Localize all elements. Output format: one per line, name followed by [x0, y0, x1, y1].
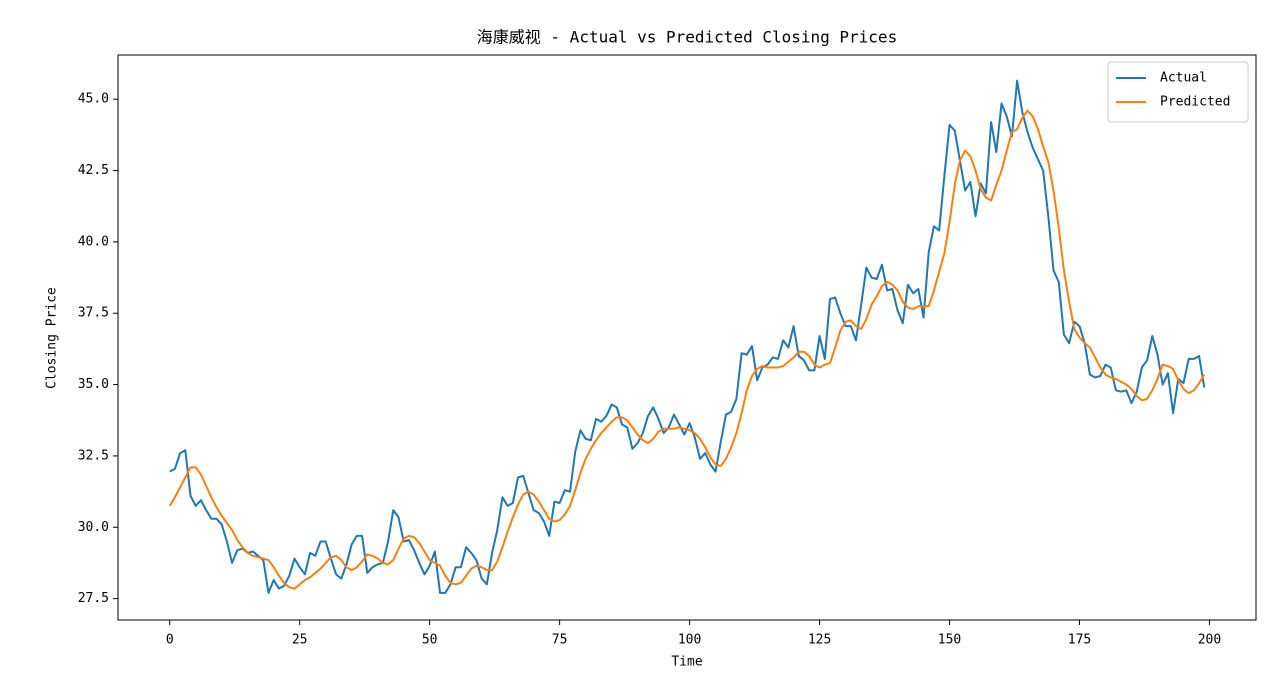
x-tick-label: 200: [1198, 633, 1221, 648]
y-tick-label: 32.5: [78, 448, 109, 463]
x-tick-label: 175: [1068, 633, 1091, 648]
y-tick-label: 42.5: [78, 163, 109, 178]
x-tick-label: 25: [292, 633, 308, 648]
x-tick-label: 150: [938, 633, 961, 648]
x-tick-label: 50: [422, 633, 438, 648]
y-tick-label: 45.0: [78, 92, 109, 107]
y-axis-label: Closing Price: [45, 287, 60, 389]
series-line: [168, 109, 1206, 590]
y-tick-label: 30.0: [78, 520, 109, 535]
legend-label: Actual: [1160, 71, 1207, 86]
y-tick-label: 37.5: [78, 306, 109, 321]
plot-frame: [117, 54, 1257, 621]
series-line: [169, 79, 1206, 594]
y-tick-label: 27.5: [78, 591, 109, 606]
y-tick-label: 40.0: [78, 234, 109, 249]
x-tick-label: 125: [808, 633, 831, 648]
chart-title: 海康威视 - Actual vs Predicted Closing Price…: [477, 28, 897, 47]
legend-label: Predicted: [1160, 95, 1230, 110]
x-axis-label: Time: [671, 655, 702, 670]
x-tick-label: 0: [166, 633, 174, 648]
x-tick-label: 100: [678, 633, 701, 648]
x-tick-label: 75: [552, 633, 568, 648]
y-tick-label: 35.0: [78, 377, 109, 392]
